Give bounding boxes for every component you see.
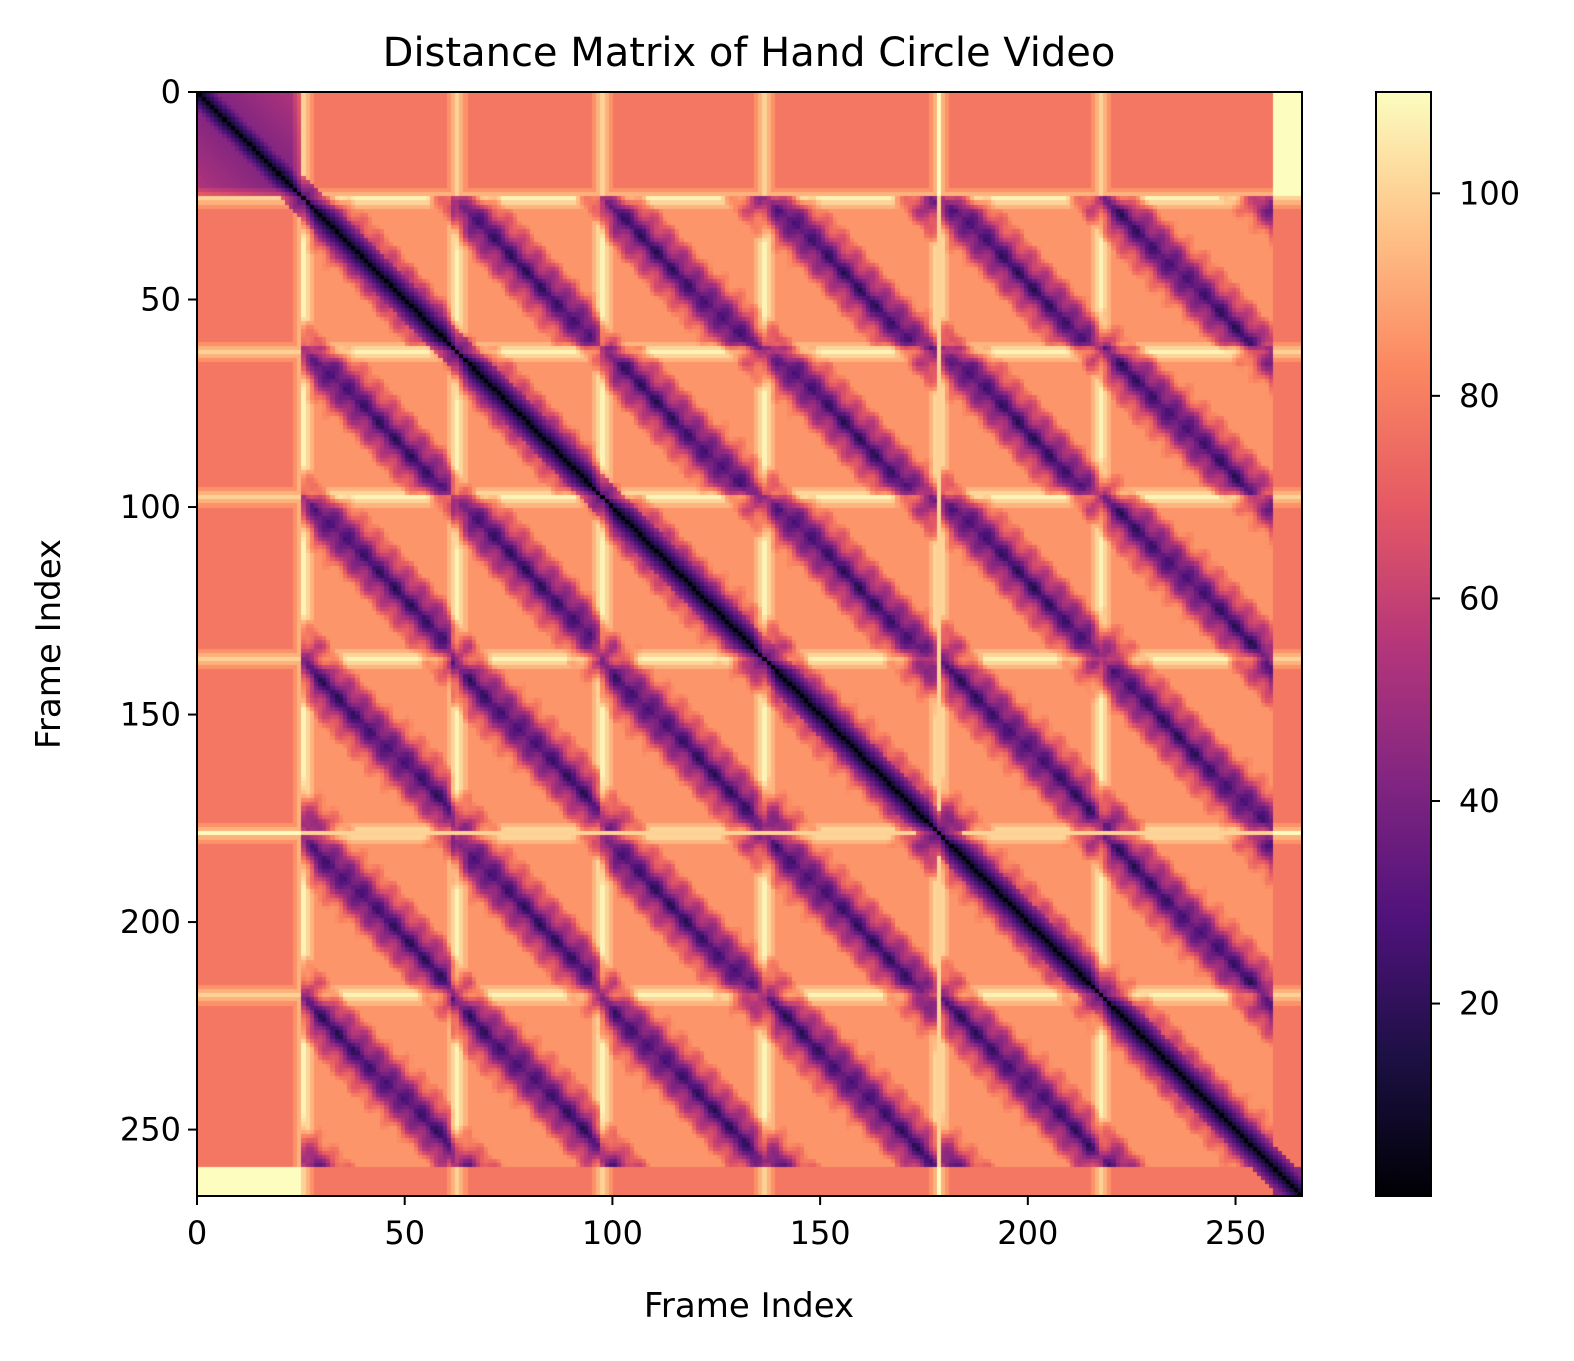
colorbar-gradient [1376,92,1431,1196]
heatmap-image [197,92,1302,1196]
colorbar-tick-label: 100 [1459,174,1520,212]
chart-title: Distance Matrix of Hand Circle Video [383,30,1116,76]
x-tick-label: 200 [997,1214,1058,1252]
x-tick-label: 0 [187,1214,207,1252]
colorbar-frame [1375,91,1432,1197]
y-tick-label: 50 [140,281,181,319]
y-tick-label: 100 [120,488,181,526]
x-tick-label: 150 [790,1214,851,1252]
x-tick-label: 50 [384,1214,425,1252]
x-tick-label: 100 [582,1214,643,1252]
x-axis-ticks: 0 50 100 150 200 250 [187,1196,1266,1252]
heatmap-plot [196,91,1303,1197]
y-axis-label: Frame Index [29,539,69,749]
colorbar-tick-label: 60 [1459,579,1500,617]
y-tick-label: 200 [120,903,181,941]
x-axis-label: Frame Index [644,1286,854,1326]
colorbar-tick-label: 40 [1459,782,1500,820]
colorbar: 20 40 60 80 100 [1375,91,1520,1197]
x-tick-label: 250 [1205,1214,1266,1252]
y-tick-label: 250 [120,1111,181,1149]
y-axis-ticks: 0 50 100 150 200 250 [120,73,197,1149]
plot-frame [196,91,1303,1197]
colorbar-ticks: 20 40 60 80 100 [1431,174,1520,1023]
colorbar-tick-label: 20 [1459,985,1500,1023]
colorbar-tick-label: 80 [1459,377,1500,415]
y-tick-label: 0 [161,73,181,111]
y-tick-label: 150 [120,696,181,734]
